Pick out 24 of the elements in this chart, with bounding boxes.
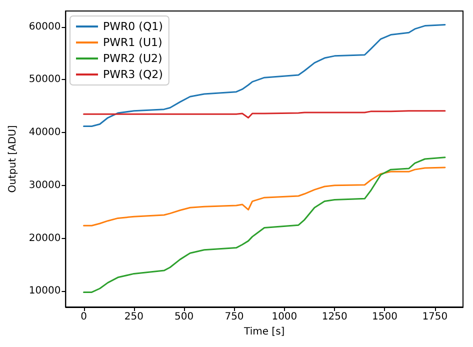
x-tick-label: 1500 [372,312,398,322]
line-series [83,166,446,226]
x-tick-label: 0 [80,312,87,322]
legend-label: PWR3 (Q2) [103,68,163,81]
y-tick-label: 50000 [28,74,61,86]
x-tick-label: 750 [224,312,244,322]
line-series [83,24,446,127]
x-tick-label: 500 [174,312,194,322]
x-axis-title: Time [s] [243,326,285,338]
legend-label: PWR0 (Q1) [103,20,163,33]
line-series [83,156,446,293]
y-tick-label: 60000 [28,21,61,32]
y-tick-label: 30000 [28,180,61,191]
x-tick-label: 1250 [322,312,348,322]
x-tick-label: 1000 [272,312,298,322]
y-tick-label: 20000 [28,232,61,244]
x-tick-label: 250 [124,312,144,322]
y-axis-title: Output [ADU] [8,125,18,193]
y-tick-label: 10000 [28,286,61,297]
legend-label: PWR1 (U1) [103,36,162,49]
x-tick-label: 1750 [422,312,448,322]
legend-label: PWR2 (U2) [103,52,162,65]
y-tick-label: 40000 [28,127,61,138]
line-series [83,110,446,119]
